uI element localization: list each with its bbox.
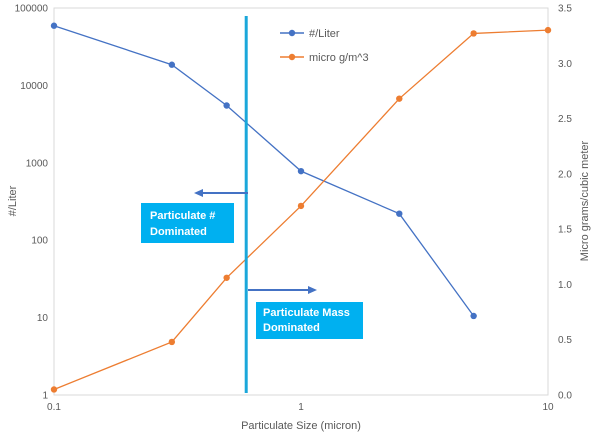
series-point-1 <box>544 26 552 34</box>
particulate-mass-box: Particulate Mass Dominated <box>256 302 363 339</box>
right-arrow <box>248 286 317 294</box>
right-tick-label: 3.0 <box>558 59 572 70</box>
right-axis-ticks: 0.0 0.5 1.0 1.5 2.0 2.5 3.0 3.5 <box>558 4 572 402</box>
left-tick-label: 10 <box>37 313 49 324</box>
particulate-number-box: Particulate # Dominated <box>141 203 234 243</box>
legend-label-mass: micro g/m^3 <box>309 52 369 64</box>
left-arrow <box>194 189 248 197</box>
right-tick-label: 2.5 <box>558 114 572 125</box>
series-layer <box>50 22 552 393</box>
series-point-0 <box>396 210 403 217</box>
legend-label-number: #/Liter <box>309 28 340 40</box>
left-tick-label: 100 <box>31 236 48 247</box>
legend-item-mass: micro g/m^3 <box>280 52 369 64</box>
right-tick-label: 2.0 <box>558 169 572 180</box>
left-tick-label: 1000 <box>26 158 49 169</box>
legend-item-number: #/Liter <box>280 28 340 40</box>
particulate-mass-label-line2: Dominated <box>263 322 320 334</box>
series-point-1 <box>396 95 403 102</box>
right-tick-label: 0.0 <box>558 391 572 402</box>
series-point-0 <box>50 22 58 29</box>
x-tick-label: 10 <box>542 402 554 413</box>
series-point-1 <box>223 274 230 281</box>
series-point-1 <box>297 202 305 210</box>
left-tick-label: 100000 <box>15 4 49 15</box>
plot-area <box>53 7 549 396</box>
left-axis-title: #/Liter <box>7 185 19 216</box>
x-axis-ticks: 0.1 1 10 <box>47 402 554 413</box>
left-axis-ticks: 1 10 100 1000 10000 100000 <box>15 4 49 402</box>
x-tick-label: 1 <box>298 402 304 413</box>
right-tick-label: 1.0 <box>558 280 572 291</box>
right-tick-label: 3.5 <box>558 4 572 15</box>
legend: #/Liter micro g/m^3 <box>280 28 369 64</box>
right-tick-label: 1.5 <box>558 225 572 236</box>
particulate-number-label-line1: Particulate # <box>150 210 215 222</box>
left-tick-label: 10000 <box>20 81 48 92</box>
x-tick-label: 0.1 <box>47 402 61 413</box>
series-point-0 <box>223 102 230 109</box>
right-tick-label: 0.5 <box>558 335 572 346</box>
series-point-0 <box>168 61 176 68</box>
x-axis-title: Particulate Size (micron) <box>241 420 361 432</box>
series-point-0 <box>297 167 305 175</box>
series-point-1 <box>50 386 58 393</box>
series-point-1 <box>168 338 176 346</box>
series-line-0 <box>53 25 475 317</box>
series-point-1 <box>470 30 477 37</box>
particulate-mass-label-line1: Particulate Mass <box>263 307 350 319</box>
series-point-0 <box>470 312 477 320</box>
right-axis-title: Micro grams/cubic meter <box>579 140 591 261</box>
particulate-number-label-line2: Dominated <box>150 226 207 238</box>
left-tick-label: 1 <box>42 391 48 402</box>
